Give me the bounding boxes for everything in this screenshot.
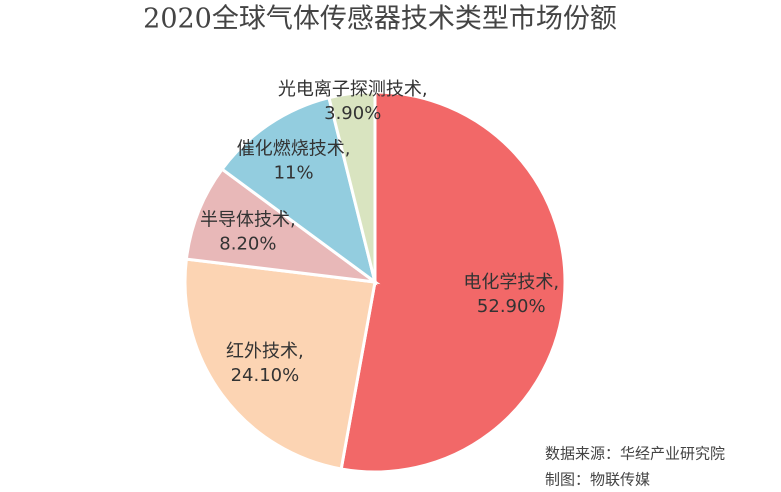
pie-slice [339,90,567,474]
slice-label: 电化学技术, [463,272,559,293]
slice-label: 红外技术, [226,341,304,362]
pie-slice [327,90,377,283]
value-label: 52.90% [477,296,546,317]
labels: 电化学技术, 52.90% 红外技术, 24.10% 半导体技术, 8.20% 催化燃烧技术… [200,79,559,386]
slice-label: 催化燃烧技术, [237,138,351,159]
pie-slice [219,95,378,286]
pie-slice [184,167,381,285]
value-label: 3.90% [324,103,381,124]
pie-slice [183,257,377,471]
slice-label: 光电离子探测技术, [278,79,428,100]
slice-label: 半导体技术, [200,209,296,230]
chart-title: 2020全球气体传感器技术类型市场份额 [143,4,617,35]
source-note: 数据来源：华经产业研究院 [545,445,725,463]
value-label: 24.10% [231,365,300,386]
value-label: 8.20% [219,233,276,254]
value-label: 11% [274,162,314,183]
pie [183,90,567,474]
credit-note: 制图：物联传媒 [545,471,650,489]
